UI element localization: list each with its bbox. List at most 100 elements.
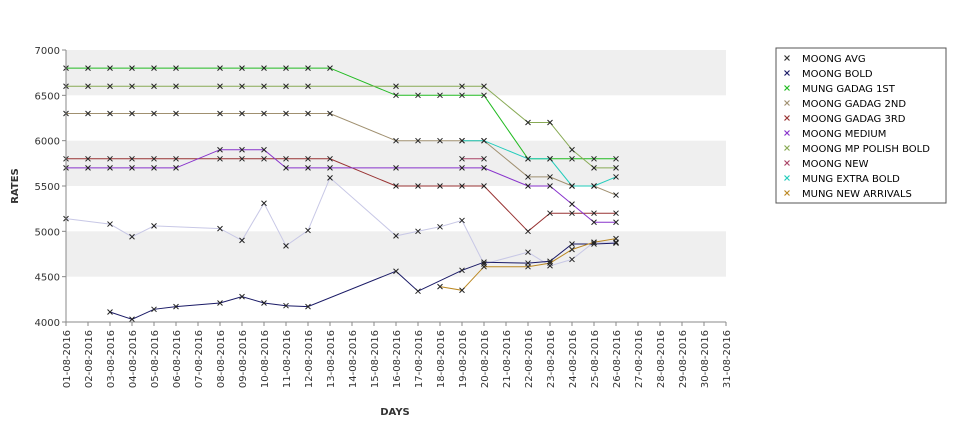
data-point-marker bbox=[459, 155, 465, 162]
data-point-marker bbox=[129, 165, 135, 171]
data-point-marker bbox=[569, 246, 575, 253]
data-point-marker bbox=[437, 92, 443, 99]
data-point-marker bbox=[393, 83, 399, 90]
data-point-marker bbox=[129, 83, 135, 90]
data-point-marker bbox=[107, 309, 113, 315]
data-point-marker bbox=[327, 174, 333, 181]
x-tick-label: 21-08-2016 bbox=[502, 330, 513, 388]
legend-label: MOONG GADAG 2ND bbox=[802, 99, 906, 110]
data-point-marker bbox=[239, 65, 245, 71]
data-point-marker bbox=[547, 183, 553, 189]
data-point-marker bbox=[459, 92, 465, 99]
y-tick-label: 6000 bbox=[35, 137, 60, 148]
data-point-marker bbox=[569, 210, 575, 217]
x-tick-label: 02-08-2016 bbox=[84, 330, 95, 388]
legend-box bbox=[775, 47, 947, 204]
legend-marker bbox=[784, 160, 790, 166]
data-point-marker bbox=[591, 241, 597, 247]
data-point-marker bbox=[283, 155, 289, 162]
data-point-marker bbox=[591, 155, 597, 162]
y-tick-label: 4500 bbox=[35, 273, 60, 284]
data-point-marker bbox=[393, 92, 399, 99]
data-point-marker bbox=[173, 165, 179, 171]
data-point-marker bbox=[283, 165, 289, 171]
data-point-marker bbox=[613, 210, 619, 217]
data-point-marker bbox=[415, 228, 421, 235]
data-point-marker bbox=[481, 183, 487, 189]
data-point-marker bbox=[569, 201, 575, 207]
data-point-marker bbox=[437, 137, 443, 144]
data-point-marker bbox=[327, 165, 333, 171]
data-point-marker bbox=[415, 183, 421, 189]
x-tick-label: 17-08-2016 bbox=[414, 330, 425, 388]
data-point-marker bbox=[107, 65, 113, 71]
data-point-marker bbox=[547, 174, 553, 180]
data-point-marker bbox=[151, 65, 157, 71]
data-point-marker bbox=[569, 256, 575, 263]
legend-marker bbox=[784, 100, 790, 106]
legend: MOONG AVG MOONG BOLD MUNG GADAG 1ST MOONG G… bbox=[775, 47, 947, 204]
data-point-marker bbox=[591, 183, 597, 189]
series-line bbox=[66, 149, 616, 223]
y-tick-label: 6500 bbox=[35, 91, 60, 102]
data-point-marker bbox=[129, 155, 135, 162]
data-point-marker bbox=[613, 174, 619, 180]
data-point-marker bbox=[129, 65, 135, 71]
data-point-marker bbox=[261, 146, 267, 153]
legend-label: MOONG NEW bbox=[802, 159, 869, 170]
legend-marker bbox=[784, 130, 790, 136]
data-point-marker bbox=[151, 165, 157, 171]
data-point-marker bbox=[129, 316, 135, 323]
data-point-marker bbox=[569, 183, 575, 189]
data-point-marker bbox=[151, 83, 157, 90]
data-point-marker bbox=[547, 119, 553, 126]
x-tick-label: 12-08-2016 bbox=[304, 330, 315, 388]
data-point-marker bbox=[151, 223, 157, 229]
data-point-marker bbox=[547, 155, 553, 162]
series-line bbox=[439, 238, 617, 291]
legend-marker bbox=[784, 85, 790, 91]
x-tick-label: 07-08-2016 bbox=[194, 330, 205, 388]
series-line bbox=[66, 113, 617, 196]
x-tick-label: 22-08-2016 bbox=[524, 330, 535, 388]
x-axis-title: DAYS bbox=[380, 407, 410, 418]
data-point-marker bbox=[85, 65, 91, 71]
x-tick-label: 30-08-2016 bbox=[700, 330, 711, 388]
data-point-marker bbox=[613, 240, 619, 246]
data-point-marker bbox=[437, 183, 443, 189]
data-point-marker bbox=[525, 249, 531, 256]
data-point-marker bbox=[613, 219, 619, 226]
data-point-marker bbox=[525, 228, 531, 235]
data-point-marker bbox=[305, 110, 311, 117]
x-tick-label: 15-08-2016 bbox=[370, 330, 381, 388]
data-point-marker bbox=[525, 183, 531, 189]
data-point-marker bbox=[305, 83, 311, 90]
x-tick-label: 05-08-2016 bbox=[150, 330, 161, 388]
data-point-marker bbox=[151, 155, 157, 162]
data-point-marker bbox=[613, 155, 619, 162]
x-axis-ticks: 01-08-2016 02-08-2016 03-08-2016 04-08-2016… bbox=[62, 322, 733, 388]
data-point-marker bbox=[261, 300, 267, 306]
x-tick-label: 23-08-2016 bbox=[546, 330, 557, 388]
data-point-marker bbox=[217, 300, 223, 306]
data-point-marker bbox=[393, 233, 399, 239]
data-point-marker bbox=[305, 227, 311, 234]
data-point-marker bbox=[525, 174, 531, 180]
data-point-marker bbox=[129, 110, 135, 117]
grid-band bbox=[66, 140, 726, 186]
data-point-marker bbox=[217, 225, 223, 232]
x-tick-label: 28-08-2016 bbox=[656, 330, 667, 388]
legend-label: MOONG BOLD bbox=[802, 69, 873, 80]
data-point-marker bbox=[239, 155, 245, 162]
data-point-marker bbox=[481, 263, 487, 270]
data-point-marker bbox=[217, 65, 223, 71]
data-point-marker bbox=[569, 241, 575, 247]
data-point-marker bbox=[459, 83, 465, 90]
x-tick-label: 19-08-2016 bbox=[458, 330, 469, 388]
data-point-marker bbox=[525, 119, 531, 126]
data-point-marker bbox=[261, 200, 267, 207]
legend-marker bbox=[784, 55, 790, 61]
data-point-marker bbox=[85, 165, 91, 171]
data-point-marker bbox=[459, 137, 465, 144]
